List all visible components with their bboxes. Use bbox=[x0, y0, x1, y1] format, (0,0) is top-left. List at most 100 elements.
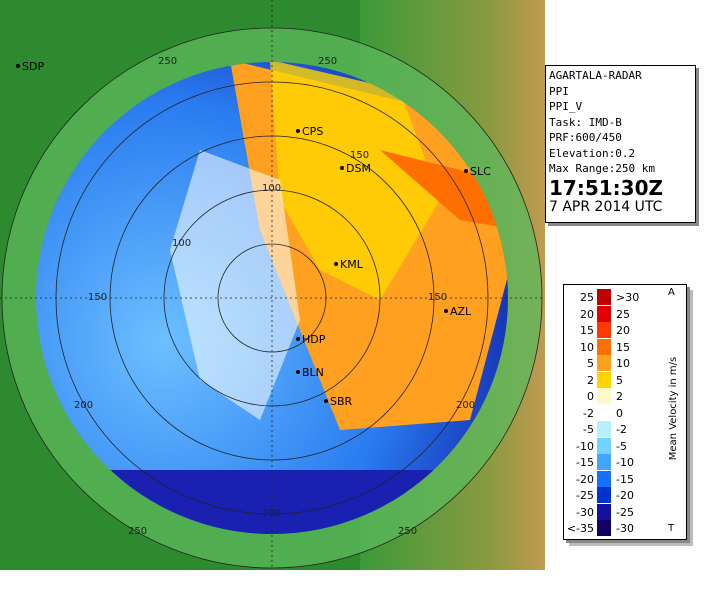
info-line: AGARTALA-RADAR bbox=[549, 69, 642, 82]
legend-swatch bbox=[597, 470, 611, 487]
legend-swatch bbox=[597, 520, 611, 536]
legend-row: 5 10 bbox=[564, 355, 664, 371]
legend-row: -25 -20 bbox=[564, 487, 664, 503]
zero-band bbox=[170, 150, 300, 420]
legend-swatch bbox=[597, 338, 611, 355]
legend-swatch bbox=[597, 454, 611, 470]
legend-left: -20 bbox=[576, 472, 594, 486]
legend-bottom-mark: T bbox=[668, 523, 675, 534]
legend-row: -15 -10 bbox=[564, 454, 664, 470]
station-dot bbox=[324, 399, 328, 403]
range-label: 200 bbox=[262, 508, 281, 519]
range-label: 200 bbox=[74, 400, 93, 411]
legend-top-mark: A bbox=[668, 287, 675, 298]
station-dot bbox=[296, 129, 300, 133]
range-label: 100 bbox=[262, 183, 281, 194]
legend-right: -20 bbox=[616, 489, 634, 502]
range-label: 150 bbox=[428, 292, 447, 303]
legend-right: -30 bbox=[616, 522, 634, 535]
legend-row: -30 -25 bbox=[564, 503, 664, 520]
legend-title: Mean Velocity in m/s bbox=[668, 356, 680, 461]
legend-right: -15 bbox=[616, 472, 634, 486]
legend-row: <-35 -30 bbox=[564, 520, 664, 536]
legend-right: -2 bbox=[616, 423, 627, 436]
legend-left: 20 bbox=[580, 307, 594, 321]
legend-left: <-35 bbox=[566, 522, 594, 535]
range-label: 150 bbox=[350, 150, 369, 161]
map-labels: SDP CPS DSM SLC KML AZL HDP BLN SBR 250 250 100 150 1… bbox=[16, 56, 491, 537]
station-dot bbox=[16, 64, 20, 68]
station-label: AZL bbox=[450, 305, 472, 318]
station-label: SDP bbox=[22, 60, 44, 73]
station-dot bbox=[340, 166, 344, 170]
legend-right: -25 bbox=[616, 505, 634, 519]
legend-left: -2 bbox=[583, 406, 594, 420]
legend-swatch bbox=[597, 322, 611, 338]
date: 7 APR 2014 UTC bbox=[549, 198, 663, 215]
legend-row: -2 0 bbox=[564, 404, 664, 421]
station-label: KML bbox=[340, 258, 364, 271]
legend-row: 20 25 bbox=[564, 305, 664, 322]
legend-swatch bbox=[597, 355, 611, 371]
station-dot bbox=[296, 337, 300, 341]
legend-right: 25 bbox=[616, 307, 630, 321]
station-label: SBR bbox=[330, 395, 353, 408]
station-label: BLN bbox=[302, 366, 324, 379]
range-label: 250 bbox=[128, 526, 147, 537]
legend-left: -15 bbox=[576, 456, 594, 469]
range-label: 250 bbox=[398, 526, 417, 537]
range-label: 250 bbox=[318, 56, 337, 67]
info-panel: AGARTALA-RADAR PPI PPI_V Task: IMD-B PRF:600… bbox=[545, 65, 696, 223]
station-dot bbox=[444, 309, 448, 313]
legend-right: -5 bbox=[616, 439, 627, 453]
legend-swatch bbox=[597, 487, 611, 503]
radar-map: SDP CPS DSM SLC KML AZL HDP BLN SBR 250 250 100 150 1… bbox=[0, 0, 545, 570]
info-line: Max Range:250 km bbox=[549, 162, 655, 175]
legend-right: 2 bbox=[616, 390, 623, 403]
info-line: PPI_V bbox=[549, 100, 583, 113]
legend-right: 10 bbox=[616, 357, 630, 370]
info-line: Task: IMD-B bbox=[549, 115, 622, 129]
info-line: PPI bbox=[549, 84, 569, 98]
legend-right: 0 bbox=[616, 406, 623, 420]
station-label: SLC bbox=[470, 165, 491, 178]
legend-swatch bbox=[597, 421, 611, 437]
range-label: 200 bbox=[456, 400, 475, 411]
legend-left: 2 bbox=[587, 373, 594, 387]
station-label: HDP bbox=[302, 333, 326, 346]
legend-swatch bbox=[597, 388, 611, 404]
legend-swatch bbox=[597, 404, 611, 421]
legend-right: 5 bbox=[616, 373, 623, 387]
legend-left: 15 bbox=[580, 324, 594, 337]
station-label: DSM bbox=[346, 162, 371, 175]
legend-left: 0 bbox=[587, 390, 594, 403]
outbound-weak bbox=[270, 62, 440, 300]
legend-left: 10 bbox=[580, 340, 594, 354]
legend-row: 15 20 bbox=[564, 322, 664, 338]
legend-swatch bbox=[597, 289, 611, 305]
range-label: 250 bbox=[158, 56, 177, 67]
range-label: 150 bbox=[88, 292, 107, 303]
station-dot bbox=[296, 370, 300, 374]
legend-swatch bbox=[597, 437, 611, 454]
legend-right: >30 bbox=[616, 291, 640, 304]
time: 17:51:30Z bbox=[549, 175, 663, 200]
legend-right: 20 bbox=[616, 324, 630, 337]
legend-row: 10 15 bbox=[564, 338, 664, 355]
legend-row: -5 -2 bbox=[564, 421, 664, 437]
legend-right: 15 bbox=[616, 340, 630, 354]
legend-swatch bbox=[597, 503, 611, 520]
legend-swatch bbox=[597, 305, 611, 322]
info-line: PRF:600/450 bbox=[549, 131, 622, 144]
station-label: CPS bbox=[302, 125, 323, 138]
legend-swatch bbox=[597, 371, 611, 388]
legend-left: -25 bbox=[576, 489, 594, 502]
range-rings bbox=[0, 0, 545, 570]
info-line: Elevation:0.2 bbox=[549, 146, 636, 160]
legend-left: -5 bbox=[583, 423, 594, 436]
outbound-strong bbox=[380, 150, 508, 230]
legend-left: -10 bbox=[576, 439, 594, 453]
